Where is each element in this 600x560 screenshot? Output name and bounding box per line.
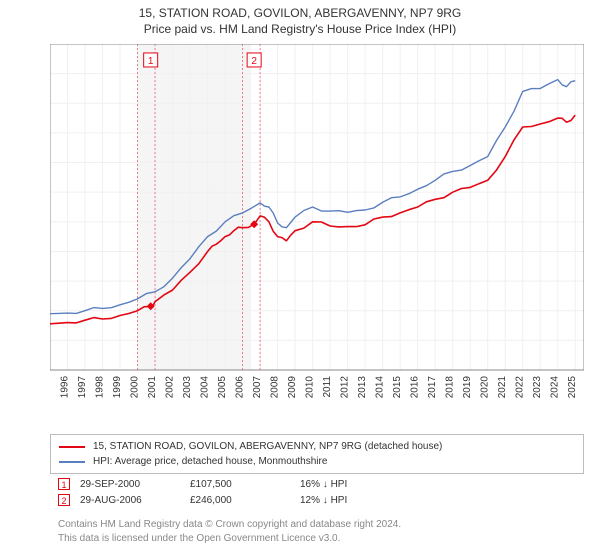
legend-row-hpi: HPI: Average price, detached house, Monm… xyxy=(59,454,575,469)
svg-text:2001: 2001 xyxy=(147,376,158,399)
svg-text:1996: 1996 xyxy=(60,376,71,399)
svg-text:2005: 2005 xyxy=(217,376,228,399)
marker-price: £107,500 xyxy=(190,479,290,490)
marker-badge: 1 xyxy=(58,478,70,490)
svg-text:2: 2 xyxy=(251,56,257,67)
marker-row: 1 29-SEP-2000 £107,500 16% ↓ HPI xyxy=(50,476,584,492)
svg-text:2015: 2015 xyxy=(392,376,403,399)
chart-subtitle: Price paid vs. HM Land Registry's House … xyxy=(0,22,600,36)
svg-text:2004: 2004 xyxy=(200,376,211,399)
chart-area: £0£50K£100K£150K£200K£250K£300K£350K£400… xyxy=(50,44,584,400)
marker-date: 29-SEP-2000 xyxy=(80,479,180,490)
svg-text:2008: 2008 xyxy=(270,376,281,399)
svg-text:2006: 2006 xyxy=(235,376,246,399)
svg-text:2012: 2012 xyxy=(340,376,351,399)
footer-line: This data is licensed under the Open Gov… xyxy=(58,532,584,546)
footer-line: Contains HM Land Registry data © Crown c… xyxy=(58,518,584,532)
svg-text:2019: 2019 xyxy=(462,376,473,399)
svg-text:2025: 2025 xyxy=(567,376,578,399)
svg-text:2000: 2000 xyxy=(130,376,141,399)
svg-text:2014: 2014 xyxy=(375,376,386,399)
legend-swatch xyxy=(59,446,85,448)
svg-text:1999: 1999 xyxy=(112,376,123,399)
chart-title: 15, STATION ROAD, GOVILON, ABERGAVENNY, … xyxy=(0,6,600,20)
svg-text:2022: 2022 xyxy=(515,376,526,399)
svg-text:2023: 2023 xyxy=(532,376,543,399)
svg-text:2007: 2007 xyxy=(252,376,263,399)
svg-text:2010: 2010 xyxy=(305,376,316,399)
svg-text:2003: 2003 xyxy=(182,376,193,399)
marker-delta: 12% ↓ HPI xyxy=(300,495,400,506)
legend-label: 15, STATION ROAD, GOVILON, ABERGAVENNY, … xyxy=(93,439,442,454)
marker-price: £246,000 xyxy=(190,495,290,506)
svg-text:2011: 2011 xyxy=(322,376,333,398)
svg-text:2018: 2018 xyxy=(445,376,456,399)
svg-text:2016: 2016 xyxy=(410,376,421,399)
svg-text:1995: 1995 xyxy=(50,376,53,399)
marker-table: 1 29-SEP-2000 £107,500 16% ↓ HPI 2 29-AU… xyxy=(50,476,584,508)
svg-text:1998: 1998 xyxy=(95,376,106,399)
svg-text:2020: 2020 xyxy=(480,376,491,399)
marker-date: 29-AUG-2006 xyxy=(80,495,180,506)
title-block: 15, STATION ROAD, GOVILON, ABERGAVENNY, … xyxy=(0,0,600,36)
svg-text:2009: 2009 xyxy=(287,376,298,399)
svg-text:2013: 2013 xyxy=(357,376,368,399)
svg-text:2024: 2024 xyxy=(550,376,561,399)
legend-label: HPI: Average price, detached house, Monm… xyxy=(93,454,327,469)
svg-text:2017: 2017 xyxy=(427,376,438,399)
chart-svg: £0£50K£100K£150K£200K£250K£300K£350K£400… xyxy=(50,44,584,400)
legend-row-property: 15, STATION ROAD, GOVILON, ABERGAVENNY, … xyxy=(59,439,575,454)
legend: 15, STATION ROAD, GOVILON, ABERGAVENNY, … xyxy=(50,434,584,474)
footer: Contains HM Land Registry data © Crown c… xyxy=(58,518,584,546)
marker-row: 2 29-AUG-2006 £246,000 12% ↓ HPI xyxy=(50,492,584,508)
chart-container: 15, STATION ROAD, GOVILON, ABERGAVENNY, … xyxy=(0,0,600,560)
svg-text:2002: 2002 xyxy=(165,376,176,399)
svg-text:1997: 1997 xyxy=(77,376,88,399)
svg-text:1: 1 xyxy=(148,56,154,67)
legend-swatch xyxy=(59,461,85,463)
marker-badge: 2 xyxy=(58,494,70,506)
marker-delta: 16% ↓ HPI xyxy=(300,479,400,490)
svg-text:2021: 2021 xyxy=(497,376,508,399)
